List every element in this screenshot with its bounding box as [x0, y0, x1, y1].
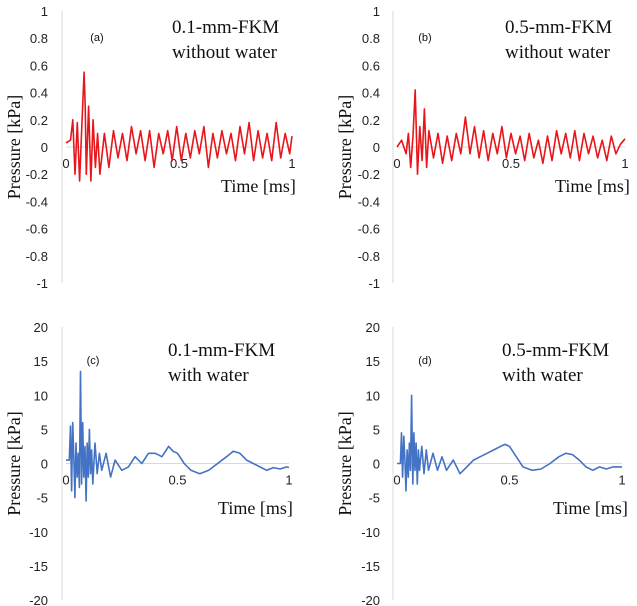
- annotation-line-1: 0.1-mm-FKM: [168, 340, 275, 361]
- x-tick-label: 0: [393, 473, 400, 488]
- chart-panel-d: 20 15 10 5 0 -5 -10 -15 -20 0 0.5 1 (d) 0.5-mm-FKM wit…: [335, 320, 628, 606]
- chart-panel-a: 1 0.8 0.6 0.4 0.2 0 -0.2 -0.4 -0.6 -0.8 -1 0 0.5 1 (a)…: [4, 4, 296, 291]
- panel-label: (d): [418, 355, 431, 367]
- y-tick-label: -0.2: [358, 167, 380, 182]
- annotation-line-1: 0.5-mm-FKM: [502, 340, 609, 361]
- y-tick-label: 10: [34, 388, 48, 403]
- y-tick-label: 0.4: [30, 86, 48, 101]
- y-tick-label: -5: [36, 491, 48, 506]
- y-tick-label: 0.4: [362, 86, 380, 101]
- y-tick-label: 20: [366, 320, 380, 335]
- y-tick-label: 0.2: [362, 113, 380, 128]
- y-tick-label: 0: [41, 140, 48, 155]
- x-axis-title: Time [ms]: [555, 176, 630, 196]
- y-tick-label: -1: [36, 276, 48, 291]
- y-tick-label: -20: [361, 593, 380, 606]
- y-tick-label: -0.4: [358, 194, 380, 209]
- x-tick-label: 1: [621, 156, 628, 171]
- x-tick-label: 0.5: [168, 473, 186, 488]
- y-tick-label: -5: [368, 491, 380, 506]
- y-tick-label: 5: [373, 422, 380, 437]
- y-axis-title: Pressure [kPa]: [335, 95, 355, 199]
- x-tick-label: 0.5: [500, 473, 518, 488]
- x-tick-label: 0.5: [502, 156, 520, 171]
- y-tick-label: -15: [361, 559, 380, 574]
- y-tick-label: 0: [41, 457, 48, 472]
- y-tick-label: 0.6: [30, 58, 48, 73]
- y-tick-label: -10: [29, 525, 48, 540]
- y-tick-label: -0.8: [358, 249, 380, 264]
- y-tick-label: 10: [366, 388, 380, 403]
- y-tick-label: -10: [361, 525, 380, 540]
- y-tick-label: 0.8: [362, 31, 380, 46]
- y-axis-title: Pressure [kPa]: [335, 411, 355, 515]
- y-tick-label: -0.2: [26, 167, 48, 182]
- y-tick-label: 0.2: [30, 113, 48, 128]
- y-tick-label: 15: [366, 354, 380, 369]
- annotation-line-1: 0.5-mm-FKM: [505, 17, 612, 38]
- y-tick-label: 20: [34, 320, 48, 335]
- y-tick-label: 1: [41, 4, 48, 19]
- series-line: [397, 394, 622, 492]
- chart-panel-c: 20 15 10 5 0 -5 -10 -15 -20 0 0.5 1 (c) 0.1-mm-FKM wit…: [4, 320, 293, 606]
- y-tick-label: 0: [373, 457, 380, 472]
- series-line: [396, 89, 626, 175]
- x-tick-label: 1: [285, 473, 292, 488]
- y-tick-label: 0: [373, 140, 380, 155]
- y-axis-title: Pressure [kPa]: [4, 411, 24, 515]
- series-line: [65, 71, 293, 182]
- x-tick-label: 1: [288, 156, 295, 171]
- y-tick-label: 15: [34, 354, 48, 369]
- x-tick-label: 0: [62, 156, 69, 171]
- y-tick-label: -0.6: [26, 222, 48, 237]
- y-tick-label: -0.4: [26, 194, 48, 209]
- chart-panel-b: 1 0.8 0.6 0.4 0.2 0 -0.2 -0.4 -0.6 -0.8 -1 0 0.5 1 (b)…: [335, 4, 630, 291]
- y-tick-label: 1: [373, 4, 380, 19]
- y-tick-label: -1: [368, 276, 380, 291]
- y-tick-label: 0.8: [30, 31, 48, 46]
- y-tick-label: 5: [41, 422, 48, 437]
- annotation-line-2: with water: [502, 365, 583, 386]
- x-axis-title: Time [ms]: [218, 498, 293, 518]
- y-tick-label: -0.6: [358, 222, 380, 237]
- y-tick-label: -20: [29, 593, 48, 606]
- x-tick-label: 0: [393, 156, 400, 171]
- y-tick-label: -15: [29, 559, 48, 574]
- panel-label: (a): [90, 32, 103, 44]
- annotation-line-2: without water: [172, 42, 278, 63]
- annotation-line-2: without water: [505, 42, 611, 63]
- x-axis-title: Time [ms]: [221, 176, 296, 196]
- y-tick-label: -0.8: [26, 249, 48, 264]
- x-tick-label: 1: [618, 473, 625, 488]
- y-tick-label: 0.6: [362, 58, 380, 73]
- x-tick-label: 0.5: [170, 156, 188, 171]
- panel-label: (c): [87, 355, 100, 367]
- x-tick-label: 0: [62, 473, 69, 488]
- panel-label: (b): [418, 32, 431, 44]
- series-line: [66, 370, 290, 502]
- annotation-line-1: 0.1-mm-FKM: [172, 17, 279, 38]
- y-axis-title: Pressure [kPa]: [4, 95, 24, 199]
- x-axis-title: Time [ms]: [553, 498, 628, 518]
- annotation-line-2: with water: [168, 365, 249, 386]
